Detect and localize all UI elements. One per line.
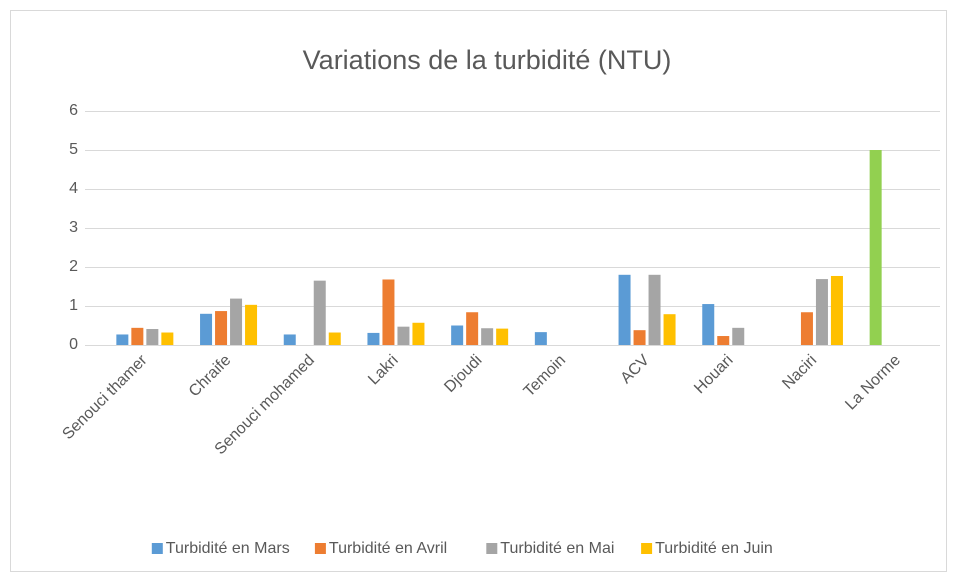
bar — [367, 332, 380, 345]
bar — [663, 314, 676, 345]
legend-swatch — [314, 543, 326, 554]
bar — [717, 336, 730, 345]
bar — [245, 304, 258, 345]
bar — [830, 275, 843, 345]
bar — [815, 279, 828, 345]
y-tick-label: 3 — [69, 219, 78, 236]
bar — [116, 334, 129, 345]
bar — [496, 328, 509, 345]
bar — [200, 313, 213, 345]
bar — [633, 330, 646, 345]
bar — [230, 298, 243, 345]
bar — [215, 311, 228, 345]
bar — [618, 274, 631, 345]
bar — [869, 150, 882, 345]
bar — [131, 327, 144, 345]
bar — [412, 322, 425, 345]
bar — [800, 312, 813, 345]
bar — [702, 304, 715, 345]
bar — [313, 280, 326, 345]
bar — [481, 328, 494, 345]
bar — [534, 332, 547, 345]
bar — [732, 327, 745, 345]
y-tick-label: 6 — [69, 102, 78, 119]
legend-swatch — [151, 543, 163, 554]
bar — [328, 332, 341, 345]
legend-label: Turbidité en Juin — [655, 540, 773, 557]
legend-label: Turbidité en Mars — [166, 540, 290, 557]
y-tick-label: 4 — [69, 180, 78, 197]
y-tick-label: 2 — [69, 258, 78, 275]
legend-swatch — [641, 543, 653, 554]
legend-label: Turbidité en Avril — [329, 540, 447, 557]
legend-label: Turbidité en Mai — [500, 540, 614, 557]
bar — [283, 334, 296, 345]
bar — [648, 274, 661, 345]
bar — [146, 329, 159, 345]
bar — [397, 326, 410, 345]
bar — [382, 279, 395, 345]
bar — [451, 325, 464, 345]
legend-swatch — [486, 543, 498, 554]
y-tick-label: 5 — [69, 141, 78, 158]
chart-border — [10, 10, 947, 572]
bar — [466, 312, 479, 345]
y-tick-label: 1 — [69, 297, 78, 314]
chart-title: Variations de la turbidité (NTU) — [303, 45, 672, 75]
y-tick-label: 0 — [69, 336, 78, 353]
bar — [161, 332, 174, 345]
